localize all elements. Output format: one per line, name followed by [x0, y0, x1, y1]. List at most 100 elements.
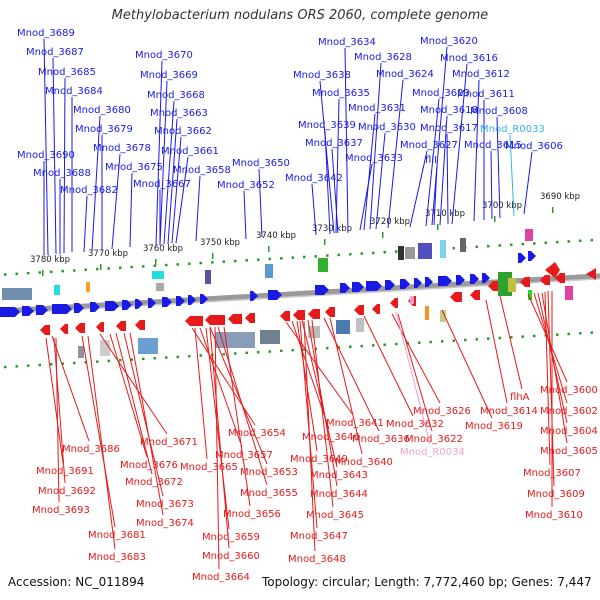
- scale-major-tick: [382, 232, 384, 238]
- top-gene-label: Mnod_3630: [358, 122, 416, 133]
- forward-gene-arrow: [90, 302, 100, 312]
- bottom-label-connector: [323, 317, 380, 432]
- tick-dot: [4, 273, 7, 276]
- top-gene-label: Mnod_3679: [75, 124, 133, 135]
- top-gene-label: Mnod_3611: [457, 89, 515, 100]
- feature-box: [152, 271, 164, 279]
- genome-summary-text: Topology: circular; Length: 7,772,460 bp…: [262, 575, 592, 589]
- bottom-gene-label: Mnod_3647: [290, 531, 348, 542]
- bottom-label-connector: [199, 327, 243, 448]
- tick-dot: [4, 365, 7, 369]
- bottom-gene-label: Mnod_3602: [540, 406, 598, 417]
- tick-dot: [452, 246, 455, 250]
- top-label-connector: [375, 132, 386, 230]
- feature-box: [265, 264, 273, 278]
- tick-dot: [590, 238, 593, 242]
- tick-dot: [142, 265, 145, 268]
- forward-gene-arrow: [352, 282, 364, 292]
- bottom-gene-label: Mnod_3644: [310, 489, 368, 500]
- bottom-gene-label: flhA: [510, 392, 530, 403]
- top-label-connector: [363, 113, 376, 231]
- tick-dot: [107, 267, 110, 270]
- top-label-connector: [63, 77, 66, 254]
- top-label-connector: [159, 80, 168, 246]
- bottom-gene-label: Mnod_3683: [88, 552, 146, 563]
- bottom-label-connector: [217, 326, 268, 486]
- scale-label: 3740 kbp: [256, 231, 296, 241]
- feature-box: [565, 286, 573, 300]
- forward-gene-arrow: [482, 273, 490, 283]
- tick-dot: [510, 243, 513, 247]
- tick-dot: [590, 331, 593, 334]
- tick-dot: [498, 336, 501, 340]
- feature-box: [508, 278, 516, 292]
- scale-label: 3720 kbp: [370, 217, 410, 227]
- bottom-gene-label: Mnod_3636: [352, 434, 410, 445]
- feature-box: [418, 243, 432, 259]
- top-gene-label: Mnod_3608: [470, 106, 528, 117]
- bottom-label-connector: [441, 309, 493, 419]
- feature-box: [525, 229, 533, 241]
- tick-dot: [188, 354, 191, 358]
- tick-dot: [383, 250, 386, 254]
- reverse-gene-arrow: [205, 315, 225, 325]
- tick-dot: [130, 358, 133, 361]
- top-gene-label: Mnod_3685: [38, 67, 96, 78]
- tick-dot: [15, 272, 18, 276]
- forward-gene-arrow: [162, 297, 172, 307]
- tick-dot: [521, 335, 524, 338]
- tick-dot: [291, 348, 294, 352]
- tick-dot: [199, 354, 202, 357]
- tick-dot: [61, 362, 64, 365]
- bottom-gene-label: Mnod_3654: [228, 428, 286, 439]
- bottom-label-connector: [397, 313, 433, 432]
- tick-dot: [84, 268, 87, 272]
- top-gene-label: Mnod_3618: [420, 105, 478, 116]
- bottom-label-connector: [301, 319, 338, 468]
- bottom-label-connector: [395, 311, 431, 445]
- tick-dot: [50, 363, 53, 366]
- forward-gene-arrow: [74, 303, 84, 313]
- reverse-gene-arrow: [308, 309, 320, 319]
- top-gene-label: Mnod_3669: [140, 70, 198, 81]
- tick-dot: [280, 349, 283, 353]
- tick-dot: [15, 365, 18, 368]
- map-title: Methylobacterium nodulans ORS 2060, comp…: [111, 8, 489, 23]
- top-label-connector: [369, 62, 382, 230]
- tick-dot: [372, 344, 375, 347]
- tick-dot: [188, 262, 191, 265]
- top-label-connector: [387, 79, 404, 229]
- tick-dot: [372, 251, 375, 255]
- reverse-gene-arrow: [586, 268, 596, 280]
- bottom-gene-label: Mnod_3649: [290, 454, 348, 465]
- tick-dot: [303, 348, 306, 351]
- top-gene-label: Mnod_3612: [452, 69, 510, 80]
- bottom-label-connector: [485, 299, 508, 404]
- top-gene-label: Mnod_3684: [45, 86, 103, 97]
- top-label-connector: [433, 165, 438, 226]
- feature-box: [440, 310, 446, 322]
- tick-dot: [234, 259, 237, 263]
- top-label-connector: [523, 151, 533, 215]
- tick-dot: [38, 271, 41, 274]
- bottom-gene-label: Mnod_3609: [527, 489, 585, 500]
- tick-dot: [50, 270, 53, 274]
- reverse-gene-arrow: [372, 304, 380, 314]
- scale-label: 3730 kbp: [312, 224, 352, 234]
- bottom-gene-label: Mnod_3664: [192, 572, 250, 583]
- top-label-connector: [175, 156, 189, 244]
- tick-dot: [475, 245, 478, 249]
- top-label-connector: [91, 115, 101, 252]
- top-label-connector: [171, 136, 182, 244]
- bottom-label-connector: [81, 335, 116, 528]
- scale-label: 3760 kbp: [143, 244, 183, 254]
- forward-gene-arrow: [425, 277, 433, 287]
- top-gene-label: Mnod_3650: [232, 158, 290, 169]
- tick-dot: [153, 356, 156, 360]
- tick-dot: [510, 336, 513, 339]
- tick-dot: [556, 333, 559, 336]
- tick-dot: [222, 260, 225, 263]
- bottom-gene-label: Mnod_3619: [465, 421, 523, 432]
- top-label-connector: [195, 175, 201, 242]
- bottom-gene-label: Mnod_3655: [240, 488, 298, 499]
